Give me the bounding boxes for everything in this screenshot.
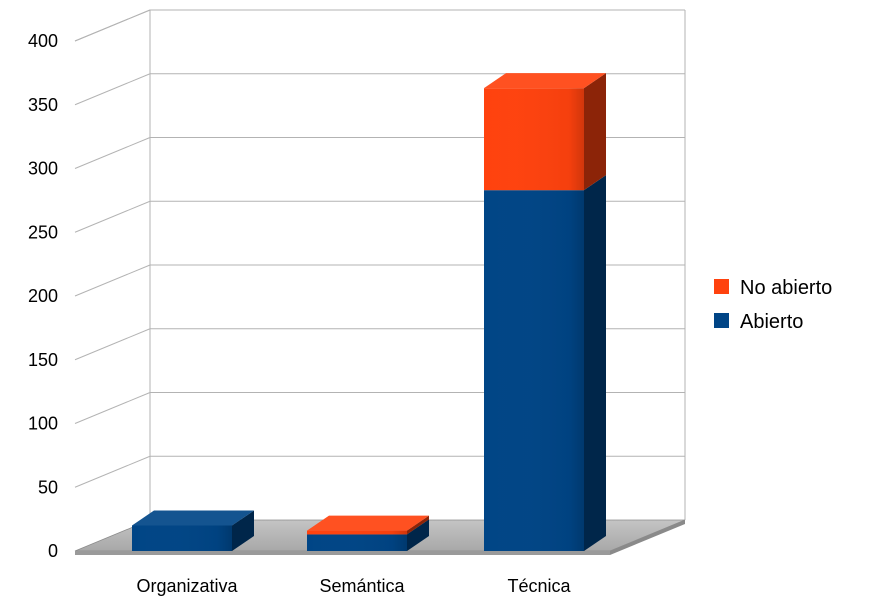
side-gridline [74, 137, 151, 169]
bar-side [232, 510, 254, 551]
x-category-label: Organizativa [136, 576, 238, 596]
side-gridline [74, 264, 151, 297]
side-gridline [74, 9, 151, 42]
bar-top-Semántica [307, 515, 429, 531]
y-tick-label: 350 [28, 95, 58, 115]
side-gridline [74, 455, 151, 488]
legend-swatch [714, 313, 729, 328]
y-tick-label: 0 [48, 541, 58, 561]
bar-front-shading [484, 190, 584, 552]
x-category-label: Técnica [507, 576, 571, 596]
bar-Técnica-Abierto [484, 175, 606, 552]
bar-side [407, 519, 429, 551]
side-gridline [74, 73, 151, 106]
bar-front-shading [307, 530, 407, 535]
y-tick-label: 300 [28, 159, 58, 179]
bar-front-shading [307, 534, 407, 551]
bar-side [584, 175, 606, 552]
y-tick-label: 50 [38, 477, 58, 497]
floor-front-edge [75, 551, 610, 555]
bars [132, 73, 606, 552]
y-axis-ticks: 0 50 100 150 200 250 300 350 400 [28, 31, 58, 561]
bar-top-Técnica [484, 73, 606, 89]
y-tick-label: 150 [28, 350, 58, 370]
bar-Semántica-Abierto [307, 519, 429, 551]
bar-front-shading [484, 88, 584, 191]
legend-label: Abierto [740, 311, 803, 333]
y-tick-label: 400 [28, 31, 58, 51]
bar-front-shading [132, 525, 232, 551]
bar-top-Organizativa [132, 510, 254, 526]
y-tick-label: 100 [28, 414, 58, 434]
legend-swatch [714, 279, 729, 294]
y-tick-label: 250 [28, 222, 58, 242]
side-gridline [74, 200, 151, 233]
bar-Semántica-No abierto [307, 515, 429, 535]
x-category-label: Semántica [319, 576, 405, 596]
legend: No abierto Abierto [714, 277, 832, 333]
y-tick-label: 200 [28, 286, 58, 306]
bar-side [407, 515, 429, 535]
x-axis-labels: Organizativa Semántica Técnica [136, 576, 571, 596]
side-gridline [74, 328, 151, 361]
bar-Técnica-No abierto [484, 73, 606, 191]
bar-side [584, 73, 606, 191]
floor-right-edge [610, 520, 685, 555]
legend-label: No abierto [740, 277, 832, 299]
side-gridline [74, 392, 151, 424]
bar-Organizativa-Abierto [132, 510, 254, 551]
